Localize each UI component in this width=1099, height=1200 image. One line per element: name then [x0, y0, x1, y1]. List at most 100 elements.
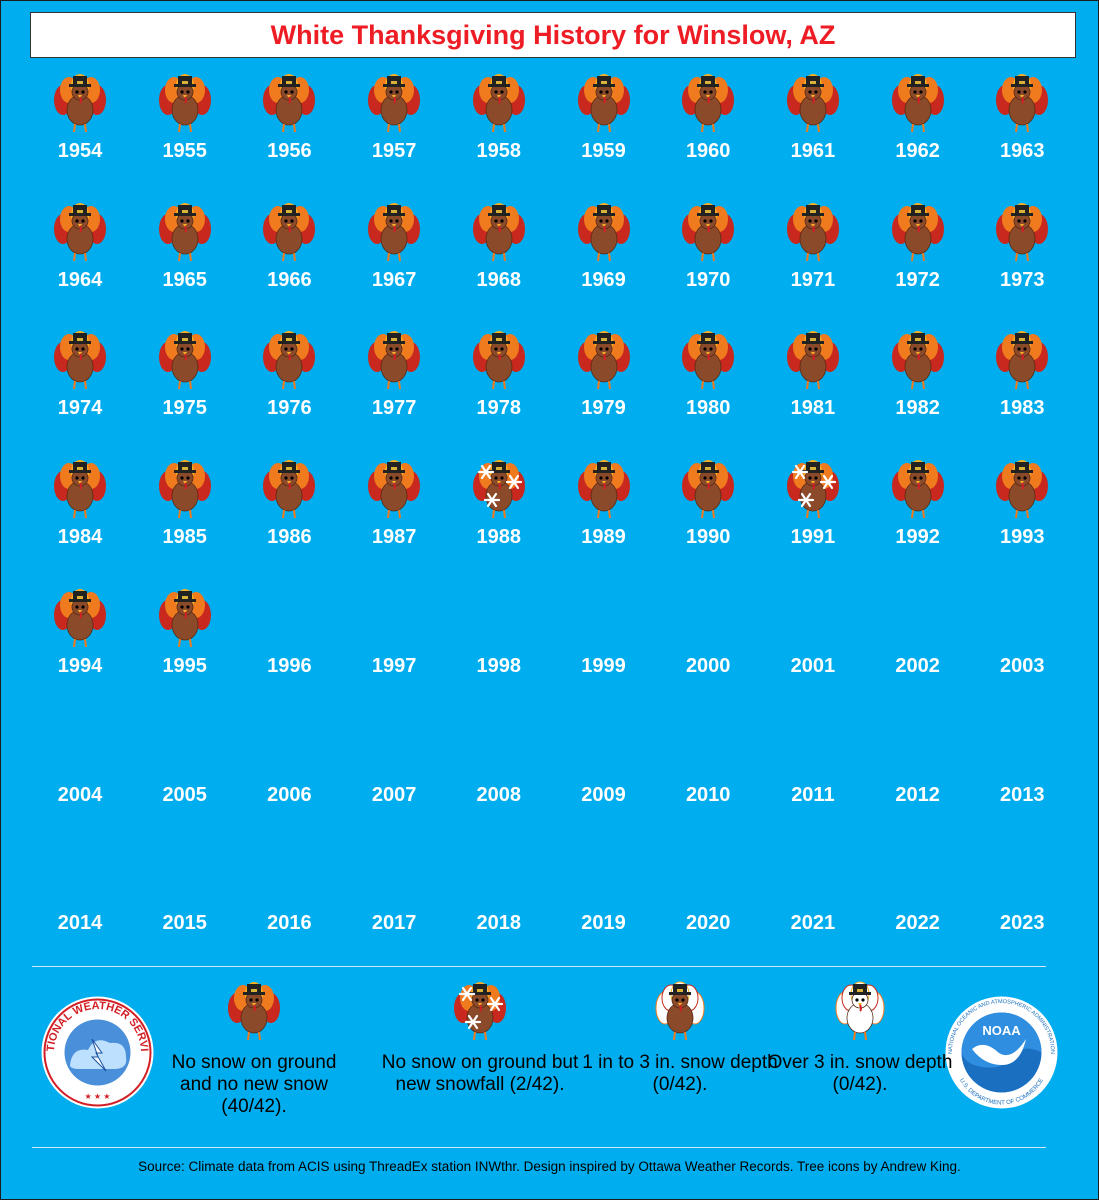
year-label: 1999: [581, 654, 626, 677]
year-cell: 1976: [237, 327, 341, 455]
year-cell: 2019: [552, 842, 656, 970]
year-cell: 2003: [970, 585, 1074, 713]
year-label: 1985: [162, 526, 207, 549]
year-label: 2015: [162, 912, 207, 935]
turkey-icon: [681, 70, 735, 136]
year-label: 1993: [1000, 526, 1045, 549]
year-cell: 1997: [342, 585, 446, 713]
year-label: 1994: [57, 654, 103, 677]
year-label: 1970: [685, 268, 731, 291]
year-cell: 2009: [552, 714, 656, 842]
year-cell: 1992: [866, 456, 970, 584]
noaa-logo: NOAA NATIONAL OCEANIC AND ATMOSPHERIC AD…: [944, 995, 1059, 1110]
year-cell: 1999: [552, 585, 656, 713]
year-label: 1975: [162, 397, 207, 420]
year-cell: 2000: [656, 585, 760, 713]
year-label: 2004: [57, 783, 103, 806]
year-label: 1964: [57, 268, 103, 291]
year-cell: 1978: [447, 327, 551, 455]
year-label: 1980: [685, 397, 731, 420]
year-label: 1996: [267, 654, 312, 677]
turkey-icon: [262, 456, 316, 522]
year-cell: 1956: [237, 70, 341, 198]
legend-text: Over 3 in. snow depth (0/42).: [767, 1052, 953, 1095]
year-label: 2011: [791, 783, 835, 806]
turkey-icon: [786, 199, 840, 265]
year-cell: 2022: [866, 842, 970, 970]
turkey-icon: [786, 327, 840, 393]
turkey-icon: [53, 585, 107, 651]
year-label: 1989: [581, 526, 626, 549]
year-cell: 2007: [342, 714, 446, 842]
year-cell: 1994: [28, 585, 132, 713]
year-cell: 1962: [866, 70, 970, 198]
year-cell: 1960: [656, 70, 760, 198]
year-cell: 1982: [866, 327, 970, 455]
year-cell: 1957: [342, 70, 446, 198]
turkey-icon: [577, 456, 631, 522]
year-label: 1990: [685, 526, 731, 549]
year-cell: 1975: [133, 327, 237, 455]
snow-covered-turkey-icon: [833, 978, 887, 1044]
year-label: 1982: [895, 397, 940, 420]
year-label: 1956: [267, 140, 312, 162]
year-label: 2009: [581, 783, 626, 806]
turkey-icon: [158, 199, 212, 265]
legend-text: No snow on ground but new snowfall (2/42…: [381, 1052, 579, 1095]
year-label: 1977: [371, 397, 417, 420]
year-label: 1973: [1000, 268, 1045, 291]
year-label: 1979: [581, 397, 626, 420]
turkey-icon: [53, 456, 107, 522]
year-cell: 2018: [447, 842, 551, 970]
year-label: 1984: [57, 526, 103, 549]
year-label: 2010: [685, 783, 731, 806]
year-cell: 1996: [237, 585, 341, 713]
turkey-icon: [367, 456, 421, 522]
turkey-icon: [681, 199, 735, 265]
year-cell: 1991: [761, 456, 865, 584]
year-cell: 1983: [970, 327, 1074, 455]
year-cell: 1970: [656, 199, 760, 327]
year-cell: 2002: [866, 585, 970, 713]
year-label: 1997: [371, 654, 417, 677]
turkey-icon: [681, 456, 735, 522]
turkey-icon: [367, 199, 421, 265]
turkey-icon: [577, 327, 631, 393]
year-label: 1961: [790, 140, 836, 162]
legend-text: 1 in to 3 in. snow depth (0/42).: [582, 1052, 778, 1095]
year-cell: 1969: [552, 199, 656, 327]
year-label: 1971: [790, 268, 836, 291]
year-cell: 1974: [28, 327, 132, 455]
year-label: 1995: [162, 654, 207, 677]
year-cell: 1972: [866, 199, 970, 327]
turkey-icon: [227, 978, 281, 1044]
nws-logo: NATIONAL WEATHER SERVICE ★ ★ ★: [36, 986, 155, 1110]
year-cell: 1966: [237, 199, 341, 327]
turkey-icon: [472, 199, 526, 265]
turkey-icon: [53, 70, 107, 136]
year-label: 2021: [790, 912, 836, 935]
year-cell: 1984: [28, 456, 132, 584]
year-label: 1978: [476, 397, 522, 420]
legend-text: No snow on ground and no new snow (40/42…: [171, 1052, 337, 1117]
year-label: 1967: [371, 268, 417, 291]
year-label: 1959: [581, 140, 626, 162]
year-cell: 1993: [970, 456, 1074, 584]
year-label: 1986: [267, 526, 312, 549]
turkey-icon: [158, 456, 212, 522]
divider-bottom: [32, 1147, 1046, 1148]
year-cell: 1979: [552, 327, 656, 455]
year-label: 1957: [371, 140, 417, 162]
year-cell: 1973: [970, 199, 1074, 327]
year-label: 1965: [162, 268, 207, 291]
turkey-icon: [891, 70, 945, 136]
year-cell: 1990: [656, 456, 760, 584]
year-cell: 1964: [28, 199, 132, 327]
year-cell: 1987: [342, 456, 446, 584]
turkey-icon: [158, 70, 212, 136]
source-note: Source: Climate data from ACIS using Thr…: [138, 1159, 961, 1174]
year-label: 1988: [476, 526, 522, 549]
year-cell: 2008: [447, 714, 551, 842]
year-cell: 1961: [761, 70, 865, 198]
year-label: 2018: [476, 912, 522, 935]
